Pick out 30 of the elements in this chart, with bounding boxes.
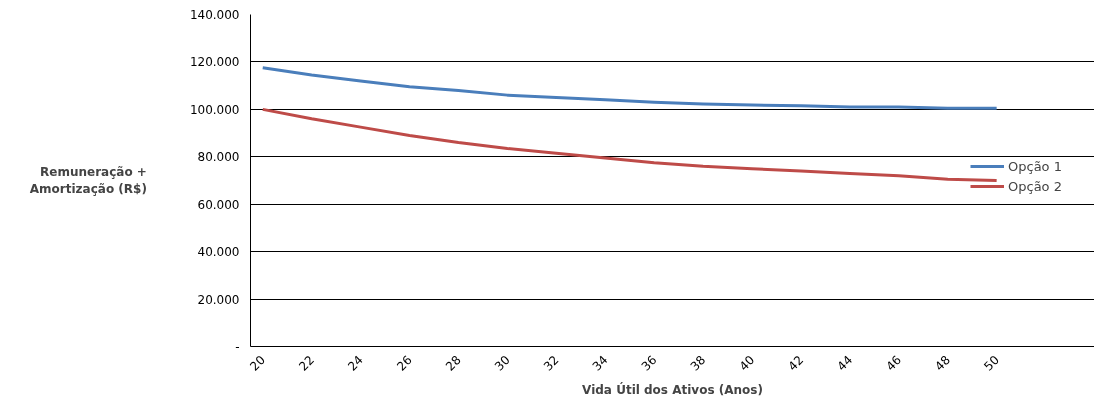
x-tick-label: 22 bbox=[296, 352, 317, 374]
x-tick-label: 38 bbox=[687, 352, 709, 374]
x-tick-label: 20 bbox=[247, 352, 269, 374]
x-tick-label: 44 bbox=[834, 352, 856, 374]
y-tick-label: 40.000 bbox=[197, 245, 240, 260]
x-axis-title: Vida Útil dos Ativos (Anos) bbox=[582, 381, 763, 397]
x-tick-label: 48 bbox=[932, 352, 954, 374]
x-tick-label: 32 bbox=[540, 352, 562, 374]
x-tick-label: 46 bbox=[883, 352, 905, 374]
legend-label: Opção 2 bbox=[1008, 178, 1062, 194]
x-tick-label: 30 bbox=[491, 352, 513, 374]
line-series bbox=[261, 66, 999, 110]
x-tick-label: 40 bbox=[736, 352, 758, 374]
legend-label: Opção 1 bbox=[1008, 158, 1062, 174]
x-tick-label: 36 bbox=[638, 352, 660, 374]
x-tick-label: 24 bbox=[345, 352, 366, 374]
y-tick-label: - bbox=[235, 340, 240, 354]
y-tick-label: 20.000 bbox=[197, 292, 240, 307]
line-series bbox=[261, 107, 999, 182]
y-tick-label: 60.000 bbox=[197, 197, 240, 212]
x-tick-label: 34 bbox=[589, 352, 611, 374]
y-tick-label: 140.000 bbox=[189, 8, 240, 22]
x-tick-label: 42 bbox=[785, 352, 807, 374]
x-tick-label: 28 bbox=[443, 352, 464, 374]
y-axis-title: Remuneração + Amortização (R$) bbox=[29, 165, 147, 196]
y-tick-label: 80.000 bbox=[197, 150, 240, 165]
y-tick-label: 120.000 bbox=[189, 55, 240, 70]
x-tick-label: 26 bbox=[394, 352, 415, 374]
x-tick-label: 50 bbox=[981, 352, 1002, 374]
y-tick-label: 100.000 bbox=[189, 102, 240, 117]
